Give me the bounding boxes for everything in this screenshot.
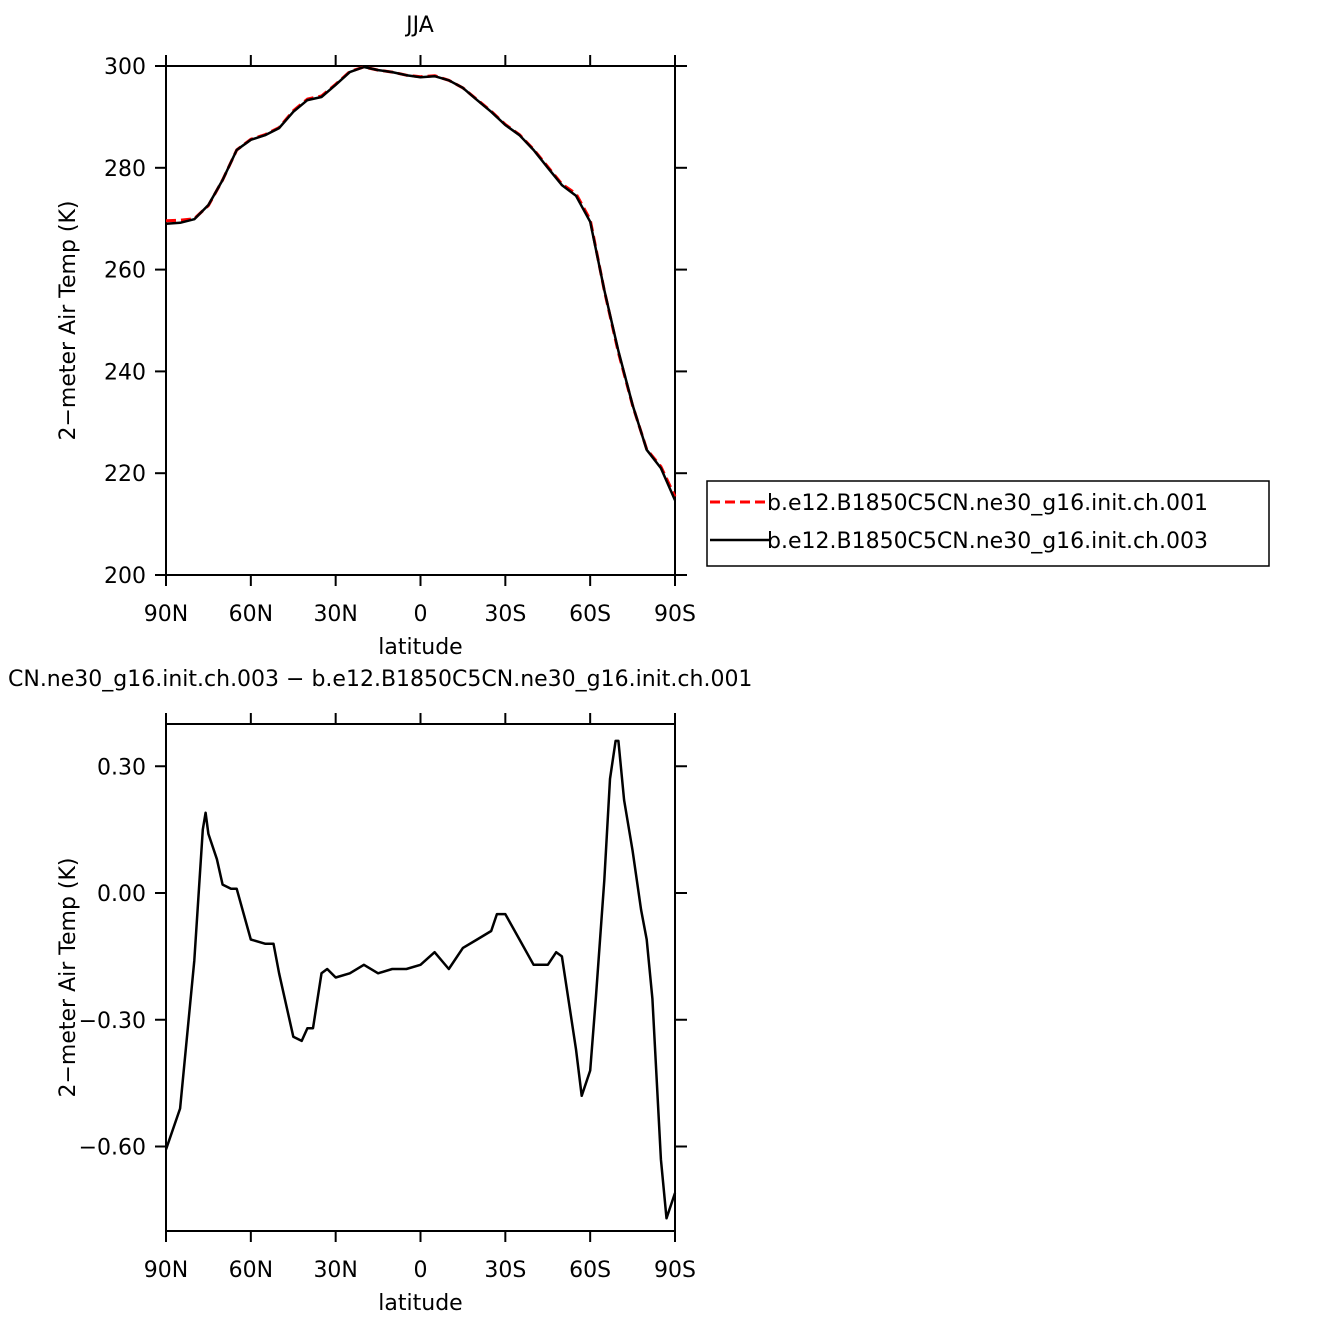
y-tick-label: 300 <box>104 55 146 80</box>
x-axis-label: latitude <box>378 635 462 660</box>
x-tick-label: 30N <box>313 1258 357 1283</box>
x-tick-label: 60N <box>229 1258 273 1283</box>
y-tick-label: 0.30 <box>97 755 146 780</box>
y-axis-label: 2−meter Air Temp (K) <box>56 200 81 440</box>
x-tick-label: 60S <box>569 602 611 627</box>
y-tick-label: 0.00 <box>97 882 146 907</box>
x-tick-label: 90N <box>144 1258 188 1283</box>
data-line <box>164 739 677 1220</box>
y-axis-label: 2−meter Air Temp (K) <box>56 857 81 1097</box>
chart-title: JJA <box>404 13 434 38</box>
x-tick-label: 90S <box>654 602 696 627</box>
y-tick-label: 280 <box>104 157 146 182</box>
x-tick-label: 60N <box>229 602 273 627</box>
x-tick-label: 90N <box>144 602 188 627</box>
y-tick-label: 220 <box>104 462 146 487</box>
chart-title: CN.ne30_g16.init.ch.003 − b.e12.B1850C5C… <box>8 667 752 692</box>
x-tick-label: 0 <box>414 1258 428 1283</box>
data-line <box>165 65 677 501</box>
y-tick-label: 200 <box>104 564 146 589</box>
x-tick-label: 30N <box>313 602 357 627</box>
x-tick-label: 90S <box>654 1258 696 1283</box>
y-tick-label: −0.60 <box>79 1136 146 1161</box>
x-axis-label: latitude <box>378 1291 462 1316</box>
legend-box <box>706 480 1270 567</box>
y-tick-label: −0.30 <box>79 1009 146 1034</box>
y-tick-label: 260 <box>104 259 146 284</box>
plot-frame <box>165 65 676 576</box>
legend-label: b.e12.B1850C5CN.ne30_g16.init.ch.003 <box>767 529 1208 554</box>
x-tick-label: 0 <box>414 602 428 627</box>
x-tick-label: 30S <box>484 1258 526 1283</box>
plot-frame <box>165 723 676 1232</box>
x-tick-label: 30S <box>484 602 526 627</box>
y-tick-label: 240 <box>104 360 146 385</box>
data-line <box>165 65 677 498</box>
x-tick-label: 60S <box>569 1258 611 1283</box>
legend-label: b.e12.B1850C5CN.ne30_g16.init.ch.001 <box>767 491 1208 516</box>
